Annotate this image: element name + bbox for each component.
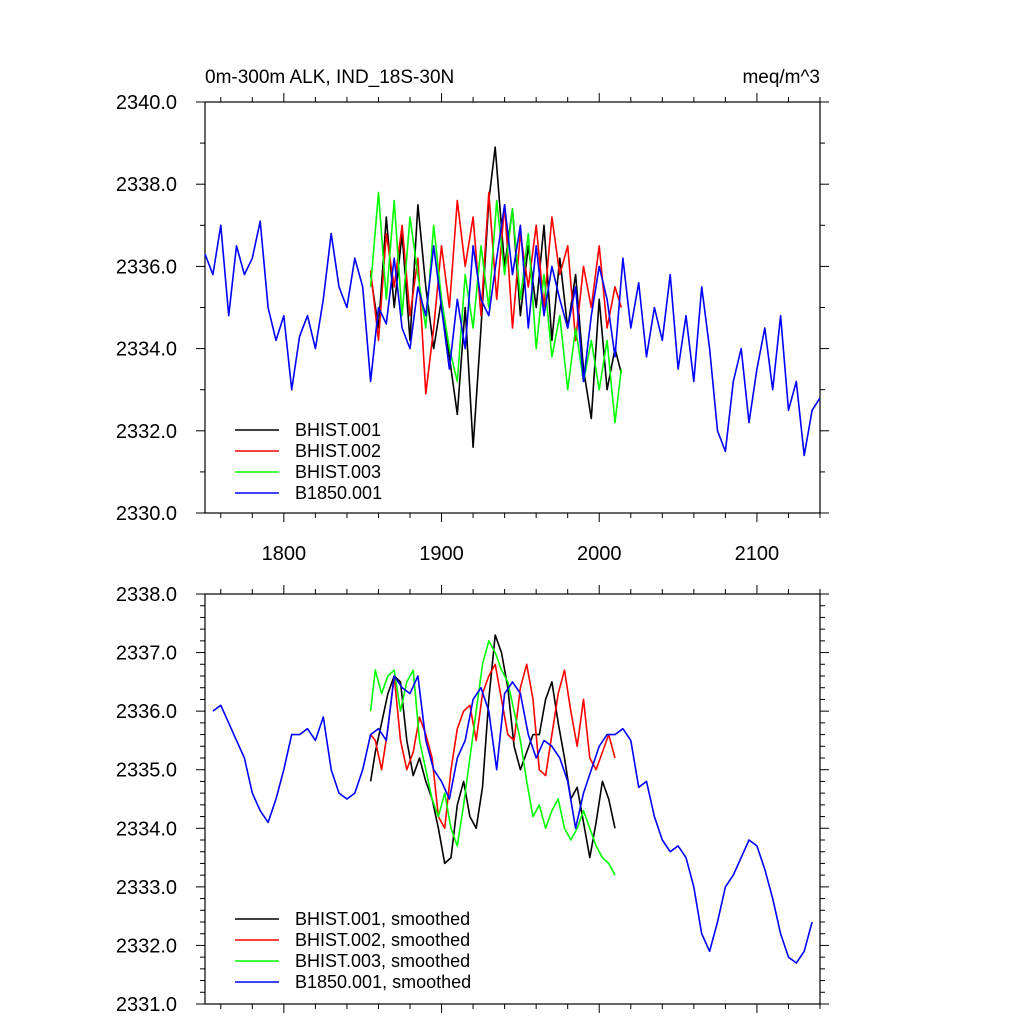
series-line-bhist-002: [369, 191, 623, 395]
series-line-b1850-001: [204, 204, 821, 457]
y-tick-label: 2338.0: [116, 584, 177, 606]
y-tick-label: 2334.0: [116, 339, 177, 361]
legend-label: BHIST.003, smoothed: [295, 951, 470, 971]
series-line-bhist-001-smoothed: [369, 634, 616, 865]
y-tick-label: 2331.0: [116, 994, 177, 1016]
y-tick-label: 2332.0: [116, 935, 177, 957]
x-tick-label: 2000: [577, 543, 622, 565]
legend-label: BHIST.001: [295, 420, 381, 440]
x-tick-label: 1800: [262, 543, 307, 565]
legend-label: BHIST.002: [295, 441, 381, 461]
legend-label: BHIST.001, smoothed: [295, 909, 470, 929]
x-tick-label: 1900: [419, 543, 464, 565]
plot-frame: [204, 593, 821, 1005]
y-tick-label: 2333.0: [116, 877, 177, 899]
series-line-b1850-001-smoothed: [212, 675, 813, 964]
x-tick-label: 2100: [735, 543, 780, 565]
y-tick-label: 2340.0: [116, 92, 177, 114]
legend-label: B1850.001, smoothed: [295, 972, 471, 992]
legend-label: B1850.001: [295, 483, 382, 503]
top-panel: 0m-300m ALK, IND_18S-30N meq/m^3 1800 190…: [116, 67, 829, 565]
y-tick-label: 2337.0: [116, 643, 177, 665]
y-tick-label: 2336.0: [116, 256, 177, 278]
series-line-bhist-003: [369, 191, 623, 424]
top-panel-title-left: 0m-300m ALK, IND_18S-30N: [205, 67, 454, 88]
series-line-bhist-003-smoothed: [369, 640, 616, 876]
y-tick-label: 2335.0: [116, 760, 177, 782]
y-tick-label: 2336.0: [116, 701, 177, 723]
y-tick-label: 2332.0: [116, 421, 177, 443]
y-tick-label: 2338.0: [116, 174, 177, 196]
series-line-bhist-002-smoothed: [369, 663, 616, 830]
legend-label: BHIST.002, smoothed: [295, 930, 470, 950]
bottom-panel: 2331.0 2332.0 2333.0 2334.0 2335.0 2336.0 2337…: [116, 584, 829, 1016]
legend-label: BHIST.003: [295, 462, 381, 482]
top-panel-title-right: meq/m^3: [742, 67, 820, 88]
y-tick-label: 2334.0: [116, 818, 177, 840]
y-tick-label: 2330.0: [116, 503, 177, 525]
